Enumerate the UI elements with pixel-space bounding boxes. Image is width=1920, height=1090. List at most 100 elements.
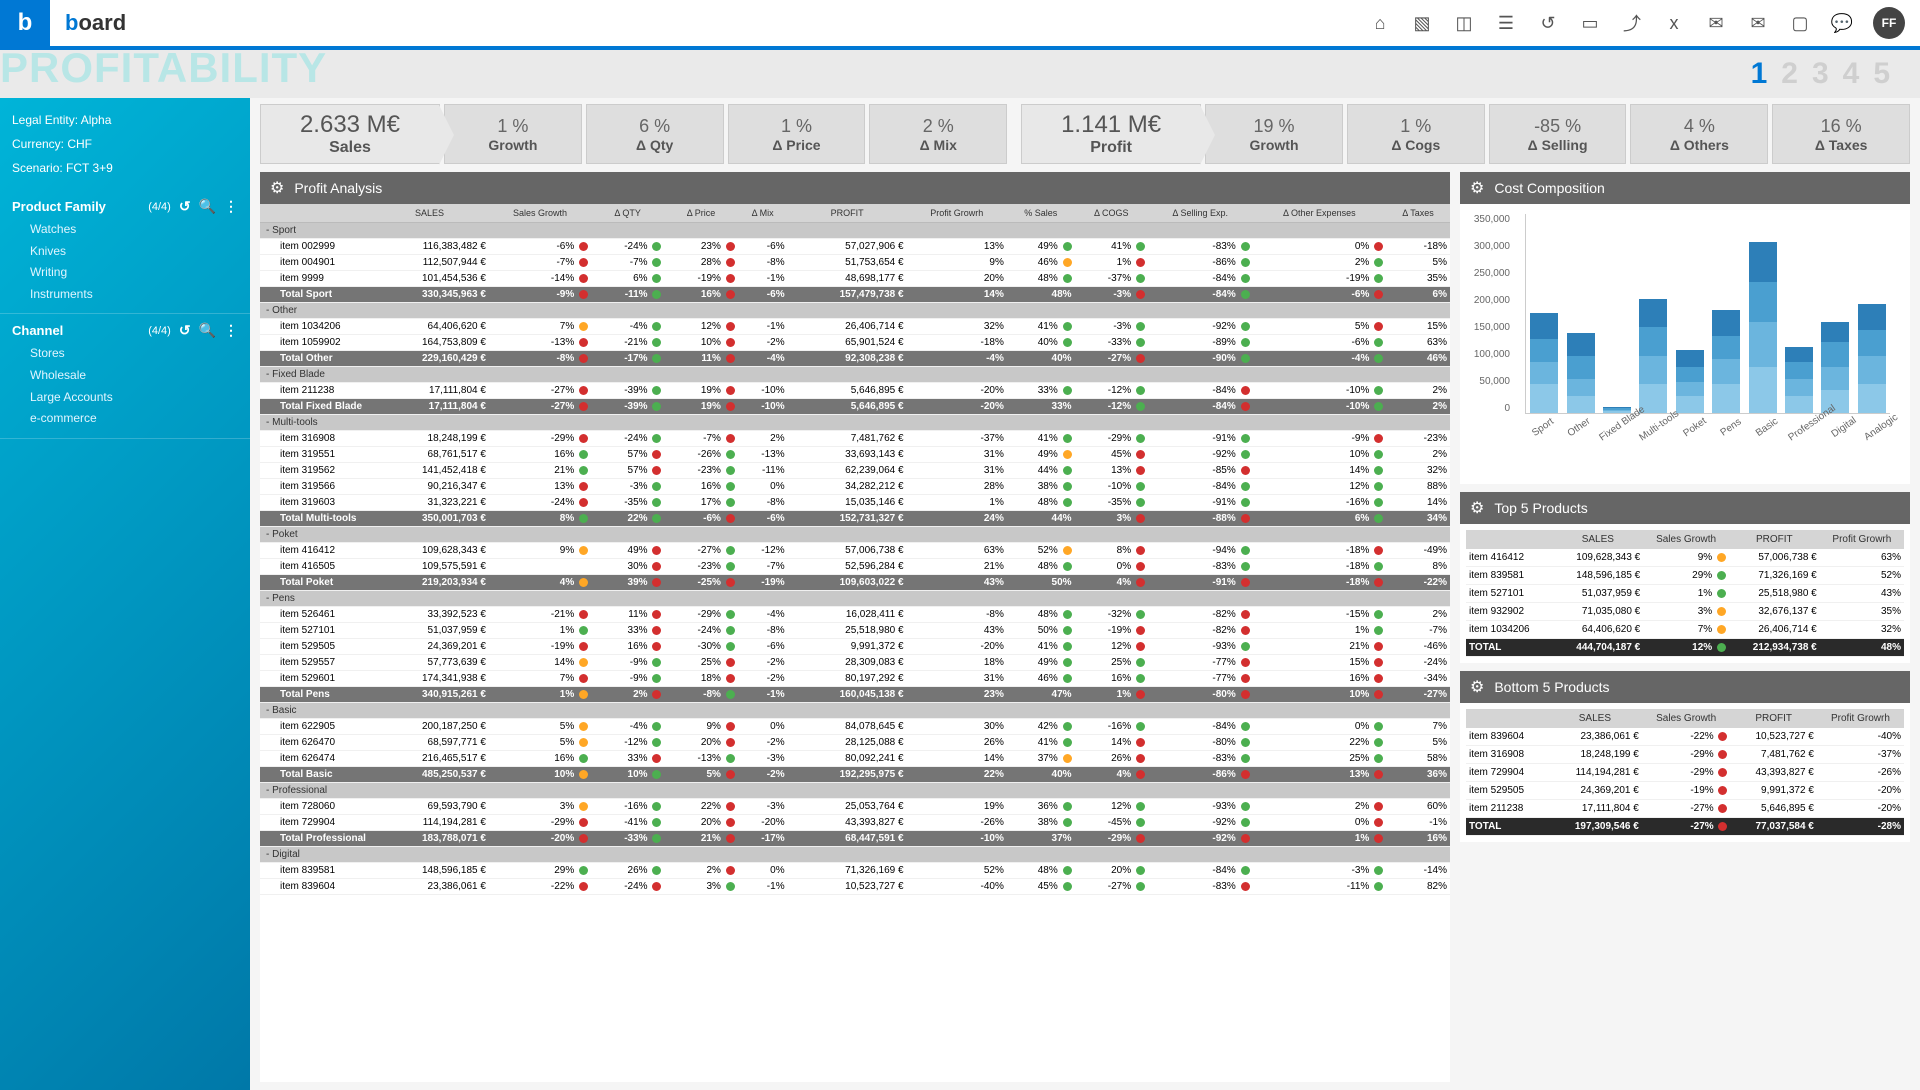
table-row[interactable]: item 31955168,761,517 €16% 57% -26% -13%… bbox=[260, 447, 1450, 463]
table-row[interactable]: item 31960331,323,221 €-24% -35% 17% -8%… bbox=[260, 495, 1450, 511]
kpi-growth[interactable]: 19 %Growth bbox=[1205, 104, 1343, 164]
avatar[interactable]: FF bbox=[1873, 7, 1905, 39]
gear-icon[interactable]: ⚙ bbox=[270, 178, 284, 198]
send-icon[interactable]: ✉ bbox=[1747, 12, 1769, 34]
bar[interactable] bbox=[1858, 304, 1886, 413]
bar[interactable] bbox=[1603, 407, 1631, 413]
table-row[interactable]: - Fixed Blade bbox=[260, 367, 1450, 383]
table-row[interactable]: Total Pens340,915,261 €1% 2% -8% -1%160,… bbox=[260, 687, 1450, 703]
table-row[interactable]: - Other bbox=[260, 303, 1450, 319]
table-row[interactable]: - Basic bbox=[260, 703, 1450, 719]
family-item-instruments[interactable]: Instruments bbox=[30, 284, 238, 306]
kpi--mix[interactable]: 2 %Δ Mix bbox=[869, 104, 1007, 164]
search-icon[interactable]: 🔍 bbox=[199, 322, 216, 339]
table-row[interactable]: item 319562141,452,418 €21% 57% -23% -11… bbox=[260, 463, 1450, 479]
page-tab-4[interactable]: 4 bbox=[1843, 57, 1860, 91]
gear-icon[interactable]: ⚙ bbox=[1470, 677, 1484, 697]
table-row[interactable]: Total Sport330,345,963 €-9% -11% 16% -6%… bbox=[260, 287, 1450, 303]
page-tab-3[interactable]: 3 bbox=[1812, 57, 1829, 91]
table-row[interactable]: - Multi-tools bbox=[260, 415, 1450, 431]
more-icon[interactable]: ⋮ bbox=[224, 322, 238, 339]
channel-header[interactable]: Channel (4/4) ↺ 🔍 ⋮ bbox=[12, 322, 238, 339]
table-row[interactable]: item 622905200,187,250 €5% -4% 9% 0%84,0… bbox=[260, 719, 1450, 735]
bar[interactable] bbox=[1821, 322, 1849, 413]
table-row[interactable]: Total Professional183,788,071 €-20% -33%… bbox=[260, 831, 1450, 847]
table-row[interactable]: item 52950524,369,201 €-19% 16% -30% -6%… bbox=[260, 639, 1450, 655]
table-row[interactable]: item 52955757,773,639 €14% -9% 25% -2%28… bbox=[260, 655, 1450, 671]
home-icon[interactable]: ⌂ bbox=[1369, 12, 1391, 34]
table-row[interactable]: item 52646133,392,523 €-21% 11% -29% -4%… bbox=[260, 607, 1450, 623]
table-row[interactable]: item 31690818,248,199 €-29% -24% -7% 2%7… bbox=[260, 431, 1450, 447]
table-row[interactable]: item 52710151,037,959 €1% 33% -24% -8%25… bbox=[260, 623, 1450, 639]
app-logo-box[interactable]: b bbox=[0, 0, 50, 48]
more-icon[interactable]: ⋮ bbox=[224, 198, 238, 215]
table-row[interactable]: Total Other229,160,429 €-8% -17% 11% -4%… bbox=[260, 351, 1450, 367]
channel-item-large accounts[interactable]: Large Accounts bbox=[30, 387, 238, 409]
present-icon[interactable]: ▭ bbox=[1579, 12, 1601, 34]
table-row[interactable]: item 839581148,596,185 €29% 71,326,169 €… bbox=[1466, 567, 1904, 585]
kpi--qty[interactable]: 6 %Δ Qty bbox=[586, 104, 724, 164]
chat-icon[interactable]: 💬 bbox=[1831, 12, 1853, 34]
kpi-sales[interactable]: 2.633 M€Sales bbox=[260, 104, 440, 164]
table-row[interactable]: item 416505109,575,591 €30% -23% -7%52,5… bbox=[260, 559, 1450, 575]
bar[interactable] bbox=[1530, 313, 1558, 413]
mail-icon[interactable]: ✉ bbox=[1705, 12, 1727, 34]
kpi--price[interactable]: 1 %Δ Price bbox=[728, 104, 866, 164]
table-row[interactable]: item 626474216,465,517 €16% 33% -13% -3%… bbox=[260, 751, 1450, 767]
table-row[interactable]: item 9999101,454,536 €-14% 6% -19% -1%48… bbox=[260, 271, 1450, 287]
channel-item-e-commerce[interactable]: e-commerce bbox=[30, 408, 238, 430]
table-row[interactable]: - Professional bbox=[260, 783, 1450, 799]
table-row[interactable]: item 103420664,406,620 €7% 26,406,714 €3… bbox=[1466, 621, 1904, 639]
table-row[interactable]: Total Poket219,203,934 €4% 39% -25% -19%… bbox=[260, 575, 1450, 591]
table-row[interactable]: item 21123817,111,804 €-27% -39% 19% -10… bbox=[260, 383, 1450, 399]
table-row[interactable]: item 52710151,037,959 €1% 25,518,980 €43… bbox=[1466, 585, 1904, 603]
table-row[interactable]: item 416412109,628,343 €9% 57,006,738 €6… bbox=[1466, 549, 1904, 567]
kpi--cogs[interactable]: 1 %Δ Cogs bbox=[1347, 104, 1485, 164]
table-row[interactable]: Total Fixed Blade17,111,804 €-27% -39% 1… bbox=[260, 399, 1450, 415]
table-row[interactable]: item 31956690,216,347 €13% -3% 16% 0%34,… bbox=[260, 479, 1450, 495]
refresh-icon[interactable]: ↺ bbox=[179, 198, 191, 215]
table-row[interactable]: item 002999116,383,482 €-6% -24% 23% -6%… bbox=[260, 239, 1450, 255]
table-row[interactable]: item 83960423,386,061 €-22% -24% 3% -1%1… bbox=[260, 879, 1450, 895]
kpi--others[interactable]: 4 %Δ Others bbox=[1630, 104, 1768, 164]
table-row[interactable]: - Sport bbox=[260, 223, 1450, 239]
panel-icon[interactable]: ◫ bbox=[1453, 12, 1475, 34]
layout-icon[interactable]: ☰ bbox=[1495, 12, 1517, 34]
table-row[interactable]: Total Basic485,250,537 €10% 10% 5% -2%19… bbox=[260, 767, 1450, 783]
family-item-writing[interactable]: Writing bbox=[30, 262, 238, 284]
table-row[interactable]: item 416412109,628,343 €9% 49% -27% -12%… bbox=[260, 543, 1450, 559]
export-icon[interactable]: ⤴ bbox=[1621, 12, 1643, 34]
kpi-growth[interactable]: 1 %Growth bbox=[444, 104, 582, 164]
table-row[interactable]: item 62647068,597,771 €5% -12% 20% -2%28… bbox=[260, 735, 1450, 751]
excel-icon[interactable]: x bbox=[1663, 12, 1685, 34]
page-tab-5[interactable]: 5 bbox=[1873, 57, 1890, 91]
bar[interactable] bbox=[1639, 299, 1667, 413]
table-row[interactable]: item 31690818,248,199 €-29% 7,481,762 €-… bbox=[1466, 746, 1904, 764]
table-row[interactable]: item 004901112,507,944 €-7% -7% 28% -8%5… bbox=[260, 255, 1450, 271]
refresh-icon[interactable]: ↺ bbox=[1537, 12, 1559, 34]
table-row[interactable]: item 729904114,194,281 €-29% -41% 20% -2… bbox=[260, 815, 1450, 831]
table-row[interactable]: item 21123817,111,804 €-27% 5,646,895 €-… bbox=[1466, 800, 1904, 818]
family-item-watches[interactable]: Watches bbox=[30, 219, 238, 241]
table-row[interactable]: - Poket bbox=[260, 527, 1450, 543]
channel-item-stores[interactable]: Stores bbox=[30, 343, 238, 365]
bar[interactable] bbox=[1676, 350, 1704, 413]
page-tab-2[interactable]: 2 bbox=[1781, 57, 1798, 91]
window-icon[interactable]: ▢ bbox=[1789, 12, 1811, 34]
table-row[interactable]: Total Multi-tools350,001,703 €8% 22% -6%… bbox=[260, 511, 1450, 527]
bar[interactable] bbox=[1785, 347, 1813, 413]
table-row[interactable]: item 83960423,386,061 €-22% 10,523,727 €… bbox=[1466, 728, 1904, 746]
bar[interactable] bbox=[1712, 310, 1740, 413]
table-row[interactable]: - Pens bbox=[260, 591, 1450, 607]
table-row[interactable]: item 103420664,406,620 €7% -4% 12% -1%26… bbox=[260, 319, 1450, 335]
search-icon[interactable]: 🔍 bbox=[199, 198, 216, 215]
refresh-icon[interactable]: ↺ bbox=[179, 322, 191, 339]
table-row[interactable]: item 1059902164,753,809 €-13% -21% 10% -… bbox=[260, 335, 1450, 351]
kpi--selling[interactable]: -85 %Δ Selling bbox=[1489, 104, 1627, 164]
gear-icon[interactable]: ⚙ bbox=[1470, 498, 1484, 518]
table-row[interactable]: item 52950524,369,201 €-19% 9,991,372 €-… bbox=[1466, 782, 1904, 800]
chart-icon[interactable]: ▧ bbox=[1411, 12, 1433, 34]
kpi-profit[interactable]: 1.141 M€Profit bbox=[1021, 104, 1201, 164]
table-row[interactable]: item 839581148,596,185 €29% 26% 2% 0%71,… bbox=[260, 863, 1450, 879]
bar[interactable] bbox=[1749, 242, 1777, 413]
